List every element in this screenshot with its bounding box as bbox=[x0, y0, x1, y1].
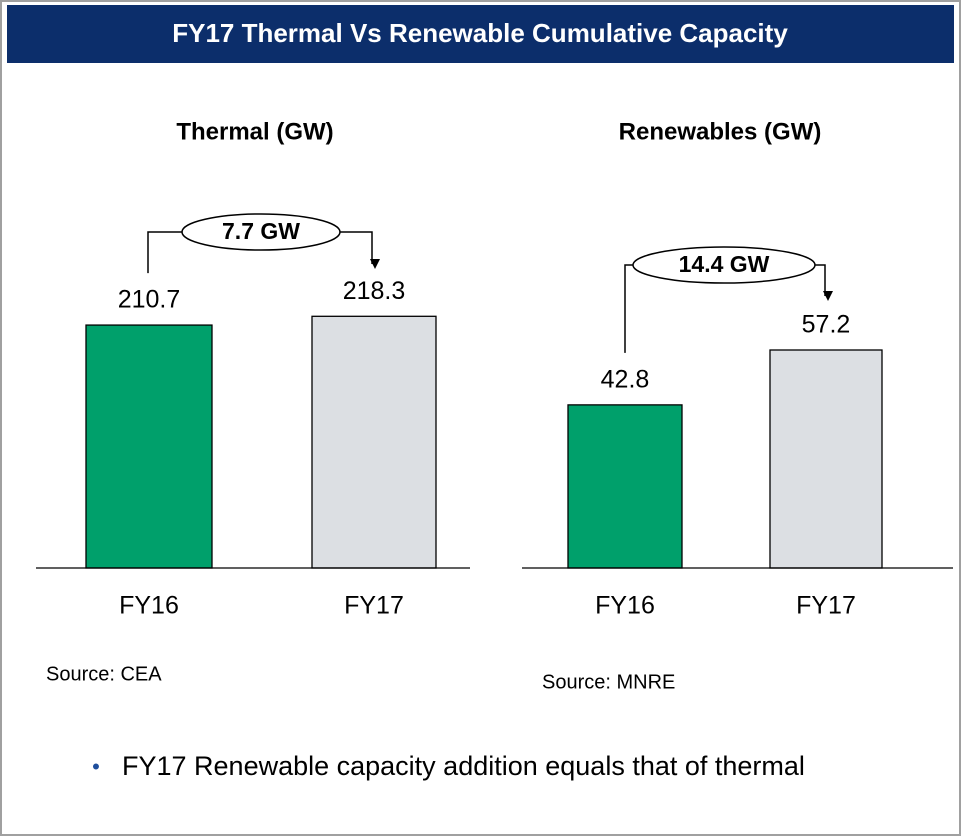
annotation-arrow bbox=[815, 264, 833, 301]
value-label: 42.8 bbox=[601, 365, 650, 393]
value-label: 218.3 bbox=[343, 277, 406, 305]
chart-title: Renewables (GW) bbox=[619, 118, 822, 145]
annotation-bracket bbox=[147, 231, 182, 274]
bullet-text: FY17 Renewable capacity addition equals … bbox=[122, 751, 805, 781]
x-tick-label: FY17 bbox=[344, 592, 404, 620]
chart-title: Thermal (GW) bbox=[176, 118, 333, 145]
x-tick-label: FY16 bbox=[119, 592, 179, 620]
header-bar bbox=[7, 5, 954, 63]
value-label: 210.7 bbox=[118, 286, 181, 314]
annotation-text: 14.4 GW bbox=[679, 251, 770, 277]
bar bbox=[311, 315, 437, 569]
bar bbox=[567, 404, 683, 569]
x-tick-label: FY16 bbox=[595, 592, 655, 620]
bullet-dot: • bbox=[92, 754, 100, 779]
annotation-text: 7.7 GW bbox=[222, 218, 300, 244]
annotation-arrow bbox=[340, 231, 380, 269]
value-label: 57.2 bbox=[802, 311, 851, 339]
annotation-bracket bbox=[624, 264, 633, 353]
annotation-ellipse bbox=[181, 213, 341, 251]
bar bbox=[769, 349, 883, 569]
slide-title: FY17 Thermal Vs Renewable Cumulative Cap… bbox=[172, 18, 788, 48]
source-note: Source: MNRE bbox=[542, 671, 675, 693]
source-note: Source: CEA bbox=[46, 663, 162, 685]
x-tick-label: FY17 bbox=[796, 592, 856, 620]
bar bbox=[85, 324, 213, 569]
annotation-ellipse bbox=[632, 246, 816, 284]
